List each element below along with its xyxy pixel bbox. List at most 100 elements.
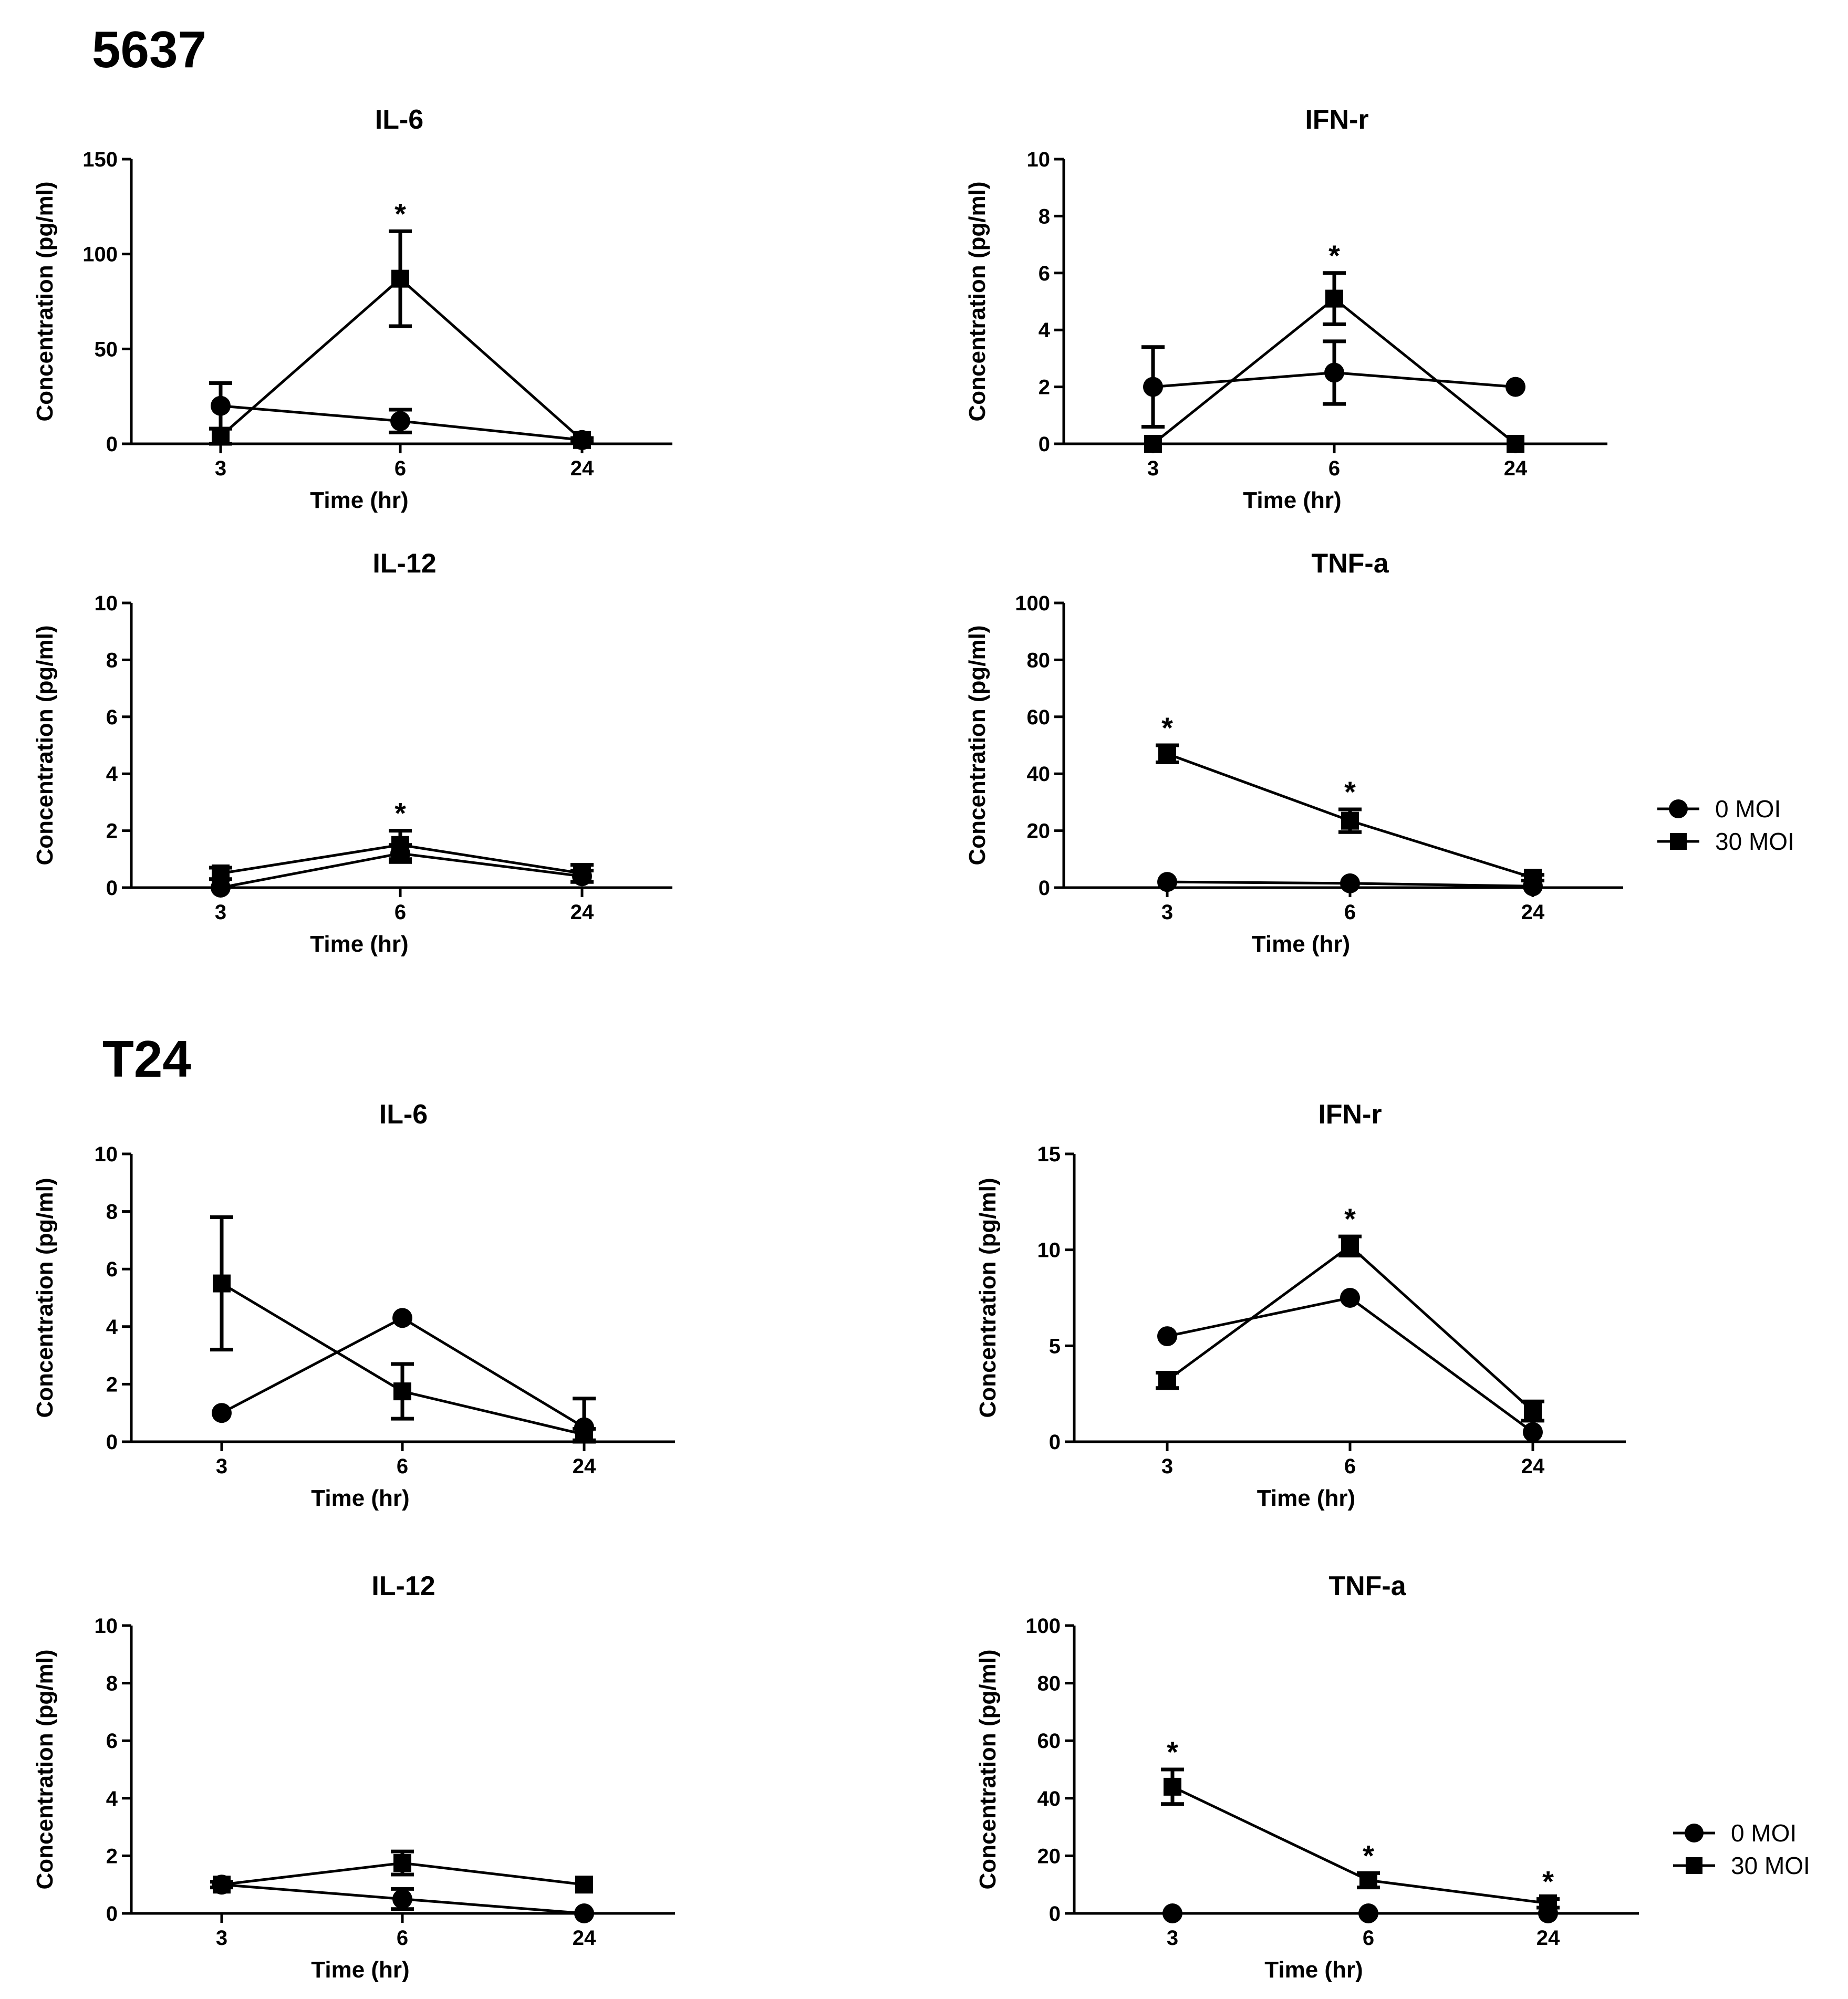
x-tick-label: 3 bbox=[216, 1455, 227, 1478]
y-tick-label: 4 bbox=[106, 1787, 118, 1810]
x-tick-label: 6 bbox=[1328, 457, 1340, 480]
x-tick-label: 6 bbox=[1363, 1927, 1374, 1950]
legend-label: 30 MOI bbox=[1715, 828, 1794, 855]
y-tick-label: 2 bbox=[106, 1845, 118, 1868]
chart-panel-0: IL-6 0 50 100 150 3 6 24 Time (hr) Concentration … bbox=[32, 105, 672, 513]
y-tick-label: 0 bbox=[106, 877, 118, 900]
data-point-30moi bbox=[393, 1854, 411, 1872]
y-tick-label: 4 bbox=[106, 1316, 118, 1339]
data-point-30moi bbox=[1144, 435, 1162, 453]
y-axis-label: Concentration (pg/ml) bbox=[964, 625, 990, 865]
data-point-30moi bbox=[391, 836, 409, 854]
significance-star: * bbox=[1344, 1202, 1356, 1235]
y-tick-label: 80 bbox=[1027, 649, 1051, 672]
x-axis-label: Time (hr) bbox=[310, 487, 408, 513]
legend-label: 30 MOI bbox=[1731, 1852, 1810, 1879]
data-point-30moi bbox=[573, 431, 591, 449]
series-line-30moi bbox=[1166, 1244, 1534, 1412]
x-tick-label: 3 bbox=[215, 457, 226, 480]
data-point-30moi bbox=[1359, 1871, 1377, 1889]
chart-title: IL-12 bbox=[372, 548, 436, 579]
data-point-30moi bbox=[1524, 869, 1542, 887]
y-tick-label: 8 bbox=[106, 1201, 118, 1224]
data-point-30moi bbox=[1341, 811, 1359, 830]
x-axis-label: Time (hr) bbox=[311, 1485, 409, 1511]
x-tick-label: 6 bbox=[397, 1927, 408, 1950]
data-point-0moi bbox=[211, 878, 231, 898]
legend-square-marker bbox=[1686, 1857, 1702, 1874]
chart-title: IFN-r bbox=[1305, 105, 1368, 135]
y-axis-label: Concentration (pg/ml) bbox=[964, 181, 990, 421]
significance-star: * bbox=[1542, 1865, 1554, 1898]
x-axis-label: Time (hr) bbox=[1243, 487, 1341, 513]
legend-1: 0 MOI 30 MOI bbox=[1673, 1819, 1810, 1879]
x-tick-label: 3 bbox=[215, 901, 226, 924]
y-tick-label: 6 bbox=[106, 1258, 118, 1281]
data-point-30moi bbox=[1507, 435, 1524, 453]
y-tick-label: 0 bbox=[106, 1902, 118, 1925]
x-tick-label: 24 bbox=[570, 457, 594, 480]
significance-star: * bbox=[1344, 775, 1356, 808]
y-tick-label: 2 bbox=[1039, 376, 1050, 399]
chart-title: IL-6 bbox=[375, 105, 423, 135]
data-point-30moi bbox=[575, 1425, 593, 1444]
chart-panel-5: IFN-r 0 5 10 15 3 6 24 Time (hr) Concentration (p… bbox=[975, 1099, 1626, 1511]
data-point-0moi bbox=[392, 1889, 412, 1909]
data-point-30moi bbox=[1158, 745, 1176, 763]
data-point-0moi bbox=[1157, 872, 1177, 892]
x-tick-label: 6 bbox=[1344, 901, 1356, 924]
y-tick-label: 8 bbox=[1039, 205, 1050, 228]
data-point-0moi bbox=[1162, 1903, 1182, 1923]
chart-title: IL-6 bbox=[379, 1099, 428, 1130]
y-axis-label: Concentration (pg/ml) bbox=[32, 625, 58, 865]
x-tick-label: 3 bbox=[1161, 901, 1173, 924]
x-tick-label: 6 bbox=[1344, 1455, 1356, 1478]
x-tick-label: 6 bbox=[397, 1455, 408, 1478]
x-tick-label: 24 bbox=[1521, 901, 1545, 924]
chart-title: IL-12 bbox=[371, 1571, 435, 1601]
chart-panel-3: TNF-a 0 20 40 60 80 100 3 6 24 Time (hr) Concentrat… bbox=[964, 548, 1623, 957]
data-point-0moi bbox=[1143, 377, 1163, 397]
data-point-0moi bbox=[1506, 377, 1525, 397]
y-tick-label: 100 bbox=[1015, 592, 1050, 615]
y-tick-label: 10 bbox=[1037, 1239, 1061, 1262]
data-point-30moi bbox=[212, 427, 230, 445]
y-tick-label: 2 bbox=[106, 1373, 118, 1396]
significance-star: * bbox=[1363, 1839, 1374, 1872]
x-tick-label: 24 bbox=[573, 1927, 596, 1950]
x-axis-label: Time (hr) bbox=[1252, 931, 1350, 957]
y-tick-label: 0 bbox=[1049, 1902, 1061, 1925]
data-point-0moi bbox=[574, 1903, 594, 1923]
data-point-0moi bbox=[1340, 1288, 1360, 1308]
y-tick-label: 8 bbox=[106, 649, 118, 672]
y-tick-label: 4 bbox=[106, 763, 118, 786]
x-tick-label: 24 bbox=[1521, 1455, 1545, 1478]
x-tick-label: 24 bbox=[1504, 457, 1528, 480]
chart-title: TNF-a bbox=[1328, 1571, 1406, 1601]
x-tick-label: 24 bbox=[573, 1455, 596, 1478]
x-axis-label: Time (hr) bbox=[1257, 1485, 1355, 1511]
data-point-30moi bbox=[391, 269, 409, 288]
legend-circle-marker bbox=[1669, 799, 1688, 818]
series-line-0moi bbox=[1167, 1296, 1534, 1433]
y-tick-label: 10 bbox=[95, 592, 118, 615]
data-point-30moi bbox=[1325, 289, 1343, 308]
y-tick-label: 0 bbox=[1039, 433, 1050, 456]
x-axis-label: Time (hr) bbox=[310, 931, 408, 957]
data-point-30moi bbox=[1164, 1777, 1181, 1796]
x-tick-label: 3 bbox=[216, 1927, 227, 1950]
data-point-0moi bbox=[1324, 362, 1344, 383]
y-tick-label: 60 bbox=[1037, 1730, 1061, 1753]
y-tick-label: 100 bbox=[82, 243, 118, 266]
data-point-30moi bbox=[1158, 1371, 1176, 1390]
y-tick-label: 80 bbox=[1037, 1672, 1061, 1695]
x-tick-label: 6 bbox=[394, 901, 406, 924]
legend-square-marker bbox=[1670, 833, 1687, 850]
y-tick-label: 10 bbox=[1027, 148, 1051, 171]
y-tick-label: 40 bbox=[1027, 763, 1051, 786]
